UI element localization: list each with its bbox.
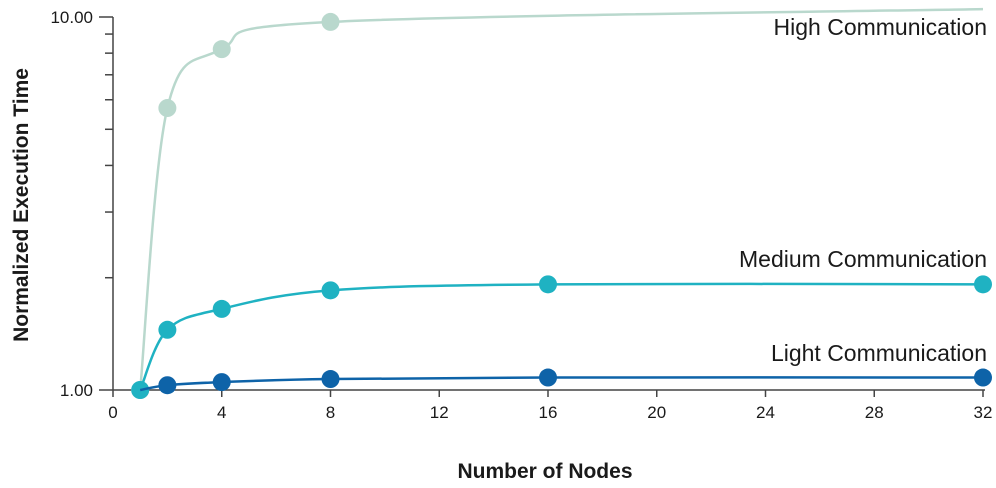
x-tick-label: 8 [326,403,335,422]
data-point [974,368,992,387]
x-tick-label: 24 [756,403,775,422]
series-line [139,376,984,392]
x-tick-label: 16 [539,403,558,422]
y-ticks: 1.00 10.00 [50,8,113,400]
data-point [321,281,340,300]
x-tick-label: 20 [647,403,666,422]
x-axis: 0 4 8 12 16 20 24 28 32 [108,389,992,422]
data-point [539,368,557,387]
x-tick-label: 4 [217,403,226,422]
series-label: High Communication [774,14,987,40]
x-axis-title: Number of Nodes [457,460,632,483]
x-tick-label: 12 [430,403,449,422]
series-line [138,7,984,391]
data-point [212,373,231,392]
data-point [974,275,992,294]
y-axis: 1.00 10.00 [50,8,114,400]
data-point [212,299,231,318]
x-tick-label: 28 [865,403,884,422]
data-point [321,370,340,389]
data-point [321,12,340,31]
data-point [158,376,177,395]
y-axis-title: Normalized Execution Time [10,68,33,342]
data-point [158,320,177,339]
data-point [212,40,231,59]
series-medium-communication [131,275,992,399]
data-point [539,275,557,294]
data-point [158,99,177,118]
x-tick-label: 32 [974,403,993,422]
x-ticks: 0 4 8 12 16 20 24 28 32 [108,390,992,422]
series-label: Light Communication [771,340,987,366]
y-tick-label: 10.00 [50,8,93,27]
series-labels: High Communication Medium Communication Li… [739,14,987,366]
y-tick-label: 1.00 [60,381,93,400]
series-line [139,282,984,391]
series-light-communication [139,368,992,395]
x-tick-label: 0 [108,403,117,422]
series-layer [131,7,992,399]
series-label: Medium Communication [739,246,987,272]
